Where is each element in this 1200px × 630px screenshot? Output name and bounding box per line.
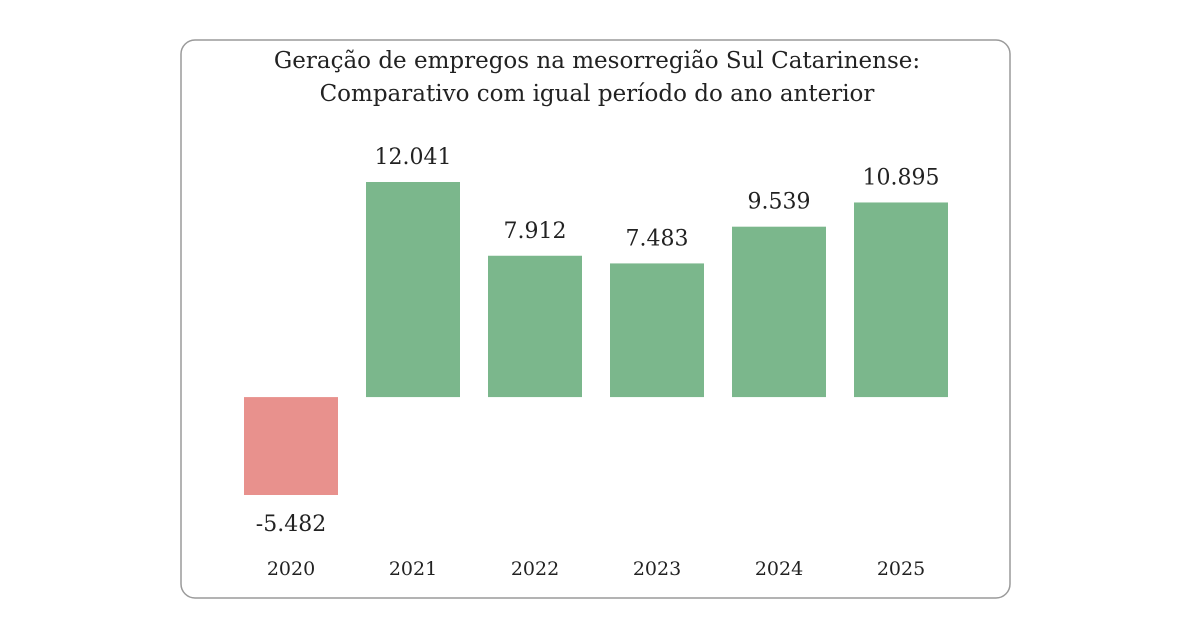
chart-title: Comparativo com igual período do ano ant… [320, 81, 875, 107]
bar [732, 226, 826, 398]
value-label: -5.482 [256, 512, 326, 537]
value-label: 7.483 [626, 226, 689, 251]
bar [610, 263, 704, 398]
value-label: 12.041 [375, 145, 452, 170]
value-label: 9.539 [748, 190, 811, 215]
bar [244, 397, 338, 495]
x-tick-label: 2023 [633, 558, 681, 580]
card [180, 39, 1011, 599]
bar [854, 202, 948, 398]
value-label: 10.895 [863, 165, 940, 190]
x-tick-label: 2022 [511, 558, 559, 580]
x-tick-label: 2020 [267, 558, 315, 580]
x-tick-label: 2024 [755, 558, 803, 580]
bar [366, 182, 460, 398]
x-tick-label: 2025 [877, 558, 925, 580]
bar [488, 255, 582, 398]
chart-title: Geração de empregos na mesorregião Sul C… [274, 48, 920, 74]
value-label: 7.912 [504, 219, 567, 244]
x-tick-label: 2021 [389, 558, 437, 580]
